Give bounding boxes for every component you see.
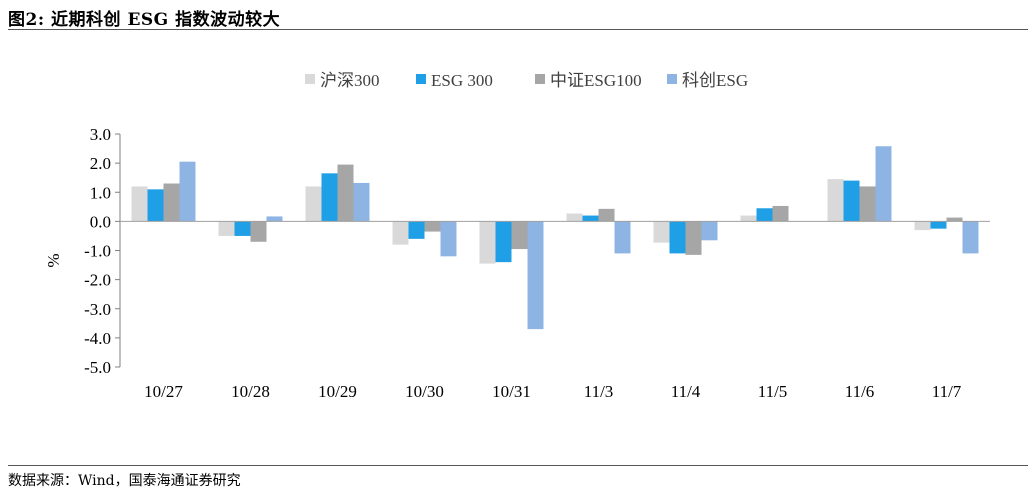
- bar-chart: 沪深300 ESG 300 中证ESG100 科创ESG 3.0 2.0 1.0 0.0 -1…: [44, 71, 990, 401]
- bar: [669, 221, 686, 254]
- legend-label: 科创ESG: [682, 71, 748, 90]
- x-tick-label: 10/28: [231, 382, 270, 401]
- bar: [843, 180, 860, 222]
- legend-swatch: [305, 74, 315, 84]
- legend-swatch: [416, 74, 426, 84]
- bar: [218, 221, 235, 236]
- bar: [582, 215, 599, 222]
- legend-label: 中证ESG100: [550, 71, 642, 90]
- bar: [131, 186, 148, 222]
- bar: [614, 221, 631, 254]
- top-rule: [8, 29, 1028, 30]
- legend-label: ESG 300: [431, 71, 493, 90]
- bar: [337, 164, 354, 222]
- x-tick-label: 11/7: [932, 382, 962, 401]
- bottom-rule: [8, 465, 1028, 466]
- bar: [566, 213, 583, 222]
- bar: [440, 221, 457, 257]
- bar: [392, 221, 409, 245]
- bar: [353, 182, 370, 222]
- x-tick-label: 10/29: [318, 382, 357, 401]
- bar: [740, 215, 757, 222]
- y-tick-label: 0.0: [90, 212, 111, 231]
- bar: [701, 221, 718, 241]
- bar: [424, 221, 441, 232]
- x-tick-label: 11/6: [845, 382, 875, 401]
- bar: [408, 221, 425, 239]
- bar: [772, 205, 789, 222]
- bar: [179, 161, 196, 222]
- bar: [147, 189, 164, 222]
- bar: [250, 221, 267, 242]
- y-tick-label: -1.0: [84, 242, 111, 261]
- y-tick-label: 3.0: [90, 125, 111, 144]
- bar: [962, 221, 979, 254]
- y-tick-label: -4.0: [84, 329, 111, 348]
- x-axis: 10/27 10/28 10/29 10/30 10/31 11/3 11/4 11/5 11/…: [120, 220, 990, 401]
- y-tick-label: -5.0: [84, 358, 111, 377]
- bar: [930, 221, 947, 229]
- bar: [479, 221, 496, 264]
- bar: [756, 208, 773, 222]
- x-tick-label: 11/4: [671, 382, 701, 401]
- source-note: 数据来源：Wind，国泰海通证券研究: [8, 473, 241, 489]
- x-tick-label: 10/31: [492, 382, 531, 401]
- bar: [875, 146, 892, 222]
- y-axis-label: %: [44, 253, 63, 267]
- bar: [527, 221, 544, 330]
- y-tick-label: -2.0: [84, 271, 111, 290]
- x-tick-label: 10/30: [405, 382, 444, 401]
- x-tick-label: 11/5: [758, 382, 788, 401]
- y-tick-label: 1.0: [90, 183, 111, 202]
- bar: [234, 221, 251, 236]
- bar: [495, 221, 512, 263]
- bar: [511, 221, 528, 250]
- bar: [914, 221, 931, 231]
- bar: [827, 179, 844, 222]
- figure-title: 图2: 近期科创 ESG 指数波动较大: [8, 10, 281, 30]
- chart-legend: 沪深300 ESG 300 中证ESG100 科创ESG: [305, 71, 748, 90]
- bar: [598, 208, 615, 222]
- legend-swatch: [667, 74, 677, 84]
- x-tick-label: 11/3: [584, 382, 614, 401]
- bar: [266, 216, 283, 222]
- bar: [653, 221, 670, 243]
- bar: [946, 217, 963, 222]
- y-axis: 3.0 2.0 1.0 0.0 -1.0 -2.0 -3.0 -4.0 -5.0: [84, 125, 121, 377]
- bars: [131, 146, 979, 330]
- bar: [859, 186, 876, 222]
- legend-label: 沪深300: [320, 71, 380, 90]
- bar: [685, 221, 702, 255]
- bar: [305, 186, 322, 222]
- bar: [321, 173, 338, 222]
- bar: [163, 183, 180, 222]
- y-tick-label: -3.0: [84, 300, 111, 319]
- legend-swatch: [535, 74, 545, 84]
- x-tick-label: 10/27: [144, 382, 183, 401]
- y-tick-label: 2.0: [90, 154, 111, 173]
